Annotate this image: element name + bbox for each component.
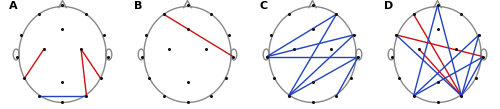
Text: A: A [9, 1, 18, 11]
Text: D: D [384, 1, 394, 11]
Text: C: C [259, 1, 267, 11]
Text: B: B [134, 1, 142, 11]
